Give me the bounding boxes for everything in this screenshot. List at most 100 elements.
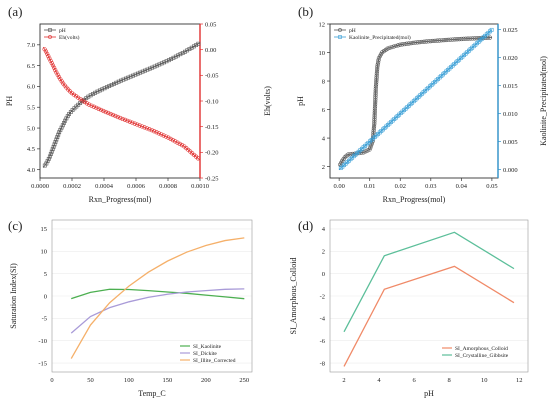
data-marker bbox=[424, 39, 429, 44]
y2-tick-label: 0.00 bbox=[205, 47, 216, 54]
y-tick-label: -10 bbox=[38, 338, 47, 345]
data-marker bbox=[55, 72, 60, 77]
data-marker bbox=[432, 38, 438, 43]
legend-label: pH bbox=[349, 28, 356, 34]
data-marker bbox=[133, 72, 138, 77]
x-tick-label: 200 bbox=[201, 377, 211, 384]
data-marker bbox=[441, 38, 446, 43]
y-axis-title: pH bbox=[296, 96, 305, 106]
data-marker bbox=[93, 90, 98, 95]
data-marker bbox=[154, 130, 159, 135]
axes-frame bbox=[51, 219, 253, 373]
data-marker bbox=[121, 77, 126, 82]
data-marker bbox=[171, 55, 176, 60]
panel-label: (b) bbox=[298, 4, 313, 19]
x-tick-label: 0.0002 bbox=[63, 183, 81, 190]
y-tick-label: 5 bbox=[44, 271, 47, 278]
data-marker bbox=[373, 102, 378, 107]
panel-label: (a) bbox=[8, 4, 22, 19]
data-marker bbox=[62, 121, 66, 125]
data-marker bbox=[177, 141, 182, 146]
data-marker bbox=[417, 40, 422, 45]
data-marker bbox=[402, 41, 407, 47]
data-marker bbox=[86, 94, 91, 99]
data-marker bbox=[103, 109, 108, 115]
data-marker bbox=[180, 51, 185, 55]
data-marker bbox=[150, 65, 155, 70]
data-marker bbox=[373, 86, 378, 91]
x-tick-label: 0.03 bbox=[425, 183, 436, 190]
data-marker bbox=[107, 84, 112, 88]
legend-marker bbox=[48, 35, 52, 39]
data-marker bbox=[144, 126, 150, 131]
y2-tick-label: 0.05 bbox=[205, 21, 216, 28]
data-marker bbox=[52, 142, 57, 147]
legend-label: pH bbox=[59, 28, 66, 34]
data-marker bbox=[126, 75, 131, 80]
data-marker bbox=[463, 36, 468, 41]
data-marker bbox=[108, 111, 113, 117]
x-tick-label: 150 bbox=[163, 377, 173, 384]
data-marker bbox=[372, 106, 378, 111]
series-line-0 bbox=[343, 265, 515, 367]
data-marker bbox=[372, 115, 377, 120]
data-marker bbox=[162, 60, 167, 65]
x-tick-label: 0.01 bbox=[364, 183, 375, 190]
data-marker bbox=[350, 151, 355, 157]
data-marker bbox=[59, 125, 64, 130]
series-markers-0 bbox=[42, 41, 201, 168]
y2-tick-label: 0.000 bbox=[503, 167, 518, 174]
data-marker bbox=[44, 161, 49, 166]
data-marker bbox=[166, 58, 171, 63]
data-marker bbox=[156, 131, 161, 136]
data-marker bbox=[437, 38, 442, 43]
data-marker bbox=[87, 102, 92, 107]
y2-tick-label: -0.25 bbox=[205, 175, 219, 182]
data-marker bbox=[195, 156, 201, 161]
series-line-1 bbox=[42, 46, 201, 161]
y2-tick-label: 0.025 bbox=[503, 27, 518, 34]
data-marker bbox=[84, 101, 90, 106]
data-marker bbox=[404, 41, 409, 46]
data-marker bbox=[398, 42, 403, 47]
y2-tick-label: -0.15 bbox=[205, 124, 219, 131]
y-tick-label: 12 bbox=[319, 21, 326, 28]
data-marker bbox=[374, 75, 379, 80]
data-marker bbox=[46, 156, 51, 161]
data-marker bbox=[109, 83, 114, 87]
data-marker bbox=[472, 36, 477, 41]
data-marker bbox=[155, 63, 159, 68]
data-marker bbox=[457, 37, 462, 42]
series-markers-1 bbox=[42, 47, 201, 161]
data-marker bbox=[369, 143, 374, 148]
data-marker bbox=[372, 119, 377, 124]
data-marker bbox=[166, 135, 171, 140]
data-marker bbox=[395, 43, 401, 48]
x-axis-title: Rxn_Progress(mol) bbox=[383, 195, 446, 204]
data-marker bbox=[371, 126, 376, 131]
data-marker bbox=[56, 74, 62, 80]
data-marker bbox=[373, 82, 379, 87]
data-marker bbox=[400, 42, 405, 47]
data-marker bbox=[173, 139, 178, 144]
data-marker bbox=[131, 73, 135, 78]
data-marker bbox=[50, 63, 56, 68]
data-marker bbox=[375, 64, 380, 69]
data-marker bbox=[411, 40, 416, 45]
data-marker bbox=[159, 132, 164, 137]
x-tick-label: 250 bbox=[239, 377, 249, 384]
data-marker bbox=[452, 37, 457, 42]
data-marker bbox=[147, 127, 152, 132]
legend-marker bbox=[48, 28, 52, 32]
data-marker bbox=[138, 70, 143, 75]
panel-a: (a) 0.0000 0.0002 0.0004 0.0006 0.0008 0.0010 4… bbox=[5, 4, 272, 204]
data-marker bbox=[161, 133, 166, 138]
y-axis-title: Saturation Index(SI) bbox=[9, 263, 18, 329]
data-marker bbox=[135, 122, 140, 127]
data-marker bbox=[43, 49, 49, 54]
data-marker bbox=[53, 68, 58, 73]
data-marker bbox=[374, 73, 379, 78]
data-marker bbox=[426, 39, 431, 44]
y2-tick-label: 0.015 bbox=[503, 83, 518, 90]
y-tick-label: -15 bbox=[38, 360, 47, 367]
